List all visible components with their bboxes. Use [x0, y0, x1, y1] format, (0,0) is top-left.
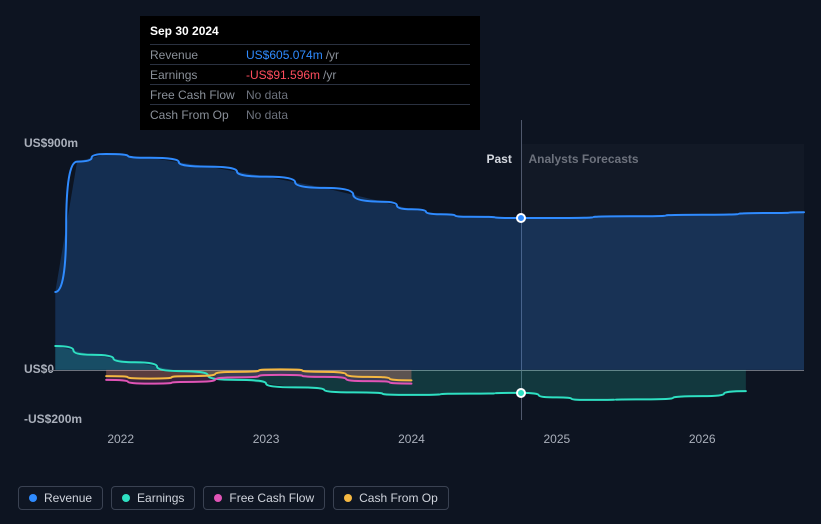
legend-item-revenue[interactable]: Revenue — [18, 486, 103, 510]
tooltip-date: Sep 30 2024 — [150, 24, 470, 38]
tooltip-row-label: Free Cash Flow — [150, 88, 246, 102]
x-axis-label: 2024 — [398, 432, 425, 446]
tooltip-row-label: Cash From Op — [150, 108, 246, 122]
tooltip-row-label: Revenue — [150, 48, 246, 62]
legend-item-earnings[interactable]: Earnings — [111, 486, 195, 510]
legend-item-cash-from-op[interactable]: Cash From Op — [333, 486, 449, 510]
x-axis-label: 2022 — [107, 432, 134, 446]
plot-area — [48, 144, 804, 420]
legend-dot-icon — [214, 494, 222, 502]
tooltip-row-value: -US$91.596m — [246, 68, 320, 82]
legend-label: Earnings — [137, 491, 184, 505]
earnings-revenue-chart[interactable]: Past Analysts Forecasts US$900mUS$0-US$2… — [18, 120, 806, 460]
tooltip-row: Earnings-US$91.596m/yr — [150, 64, 470, 84]
series-marker-revenue — [516, 213, 526, 223]
tooltip-row-unit: /yr — [326, 48, 339, 62]
tooltip-row-value: No data — [246, 108, 288, 122]
tooltip-row: Cash From OpNo data — [150, 104, 470, 124]
tooltip-row: RevenueUS$605.074m/yr — [150, 44, 470, 64]
legend-label: Revenue — [44, 491, 92, 505]
tooltip-row: Free Cash FlowNo data — [150, 84, 470, 104]
tooltip-row-unit: /yr — [323, 68, 336, 82]
legend-label: Cash From Op — [359, 491, 438, 505]
legend-item-free-cash-flow[interactable]: Free Cash Flow — [203, 486, 325, 510]
legend-label: Free Cash Flow — [229, 491, 314, 505]
tooltip-row-label: Earnings — [150, 68, 246, 82]
legend-dot-icon — [122, 494, 130, 502]
chart-tooltip: Sep 30 2024 RevenueUS$605.074m/yrEarning… — [140, 16, 480, 130]
legend-dot-icon — [29, 494, 37, 502]
chart-legend: Revenue Earnings Free Cash Flow Cash From O… — [18, 486, 449, 510]
series-marker-earnings — [516, 388, 526, 398]
x-axis-label: 2025 — [543, 432, 570, 446]
series-fill-revenue — [55, 154, 804, 370]
legend-dot-icon — [344, 494, 352, 502]
tooltip-row-value: No data — [246, 88, 288, 102]
x-axis-label: 2026 — [689, 432, 716, 446]
x-axis-label: 2023 — [253, 432, 280, 446]
tooltip-row-value: US$605.074m — [246, 48, 323, 62]
